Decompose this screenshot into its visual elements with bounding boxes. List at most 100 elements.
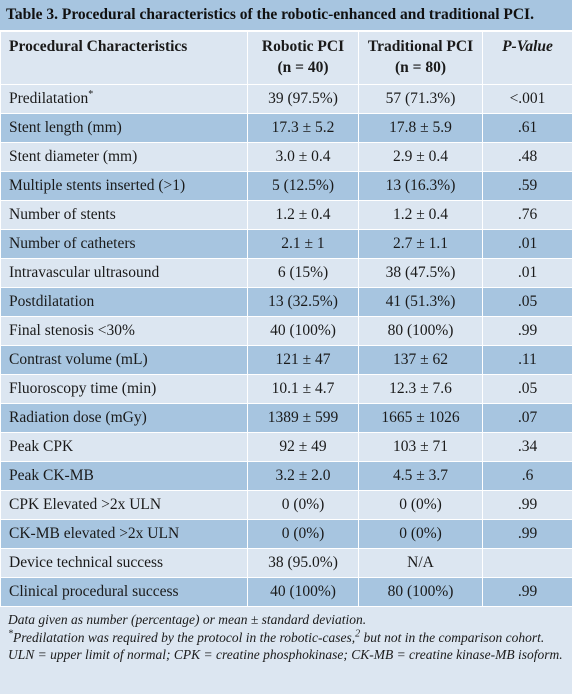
row-label-text: Predilatation bbox=[9, 90, 88, 107]
header-traditional: Traditional PCI (n = 80) bbox=[359, 32, 483, 85]
table-row: Final stenosis <30%40 (100%)80 (100%).99 bbox=[1, 317, 572, 346]
table-row: Predilatation*39 (97.5%)57 (71.3%)<.001 bbox=[1, 85, 572, 114]
cell-traditional: 38 (47.5%) bbox=[359, 259, 483, 288]
row-label-text: Intravascular ultrasound bbox=[9, 264, 159, 281]
cell-robotic: 6 (15%) bbox=[248, 259, 359, 288]
table-row: Clinical procedural success 40 (100%)80 (… bbox=[1, 578, 572, 607]
row-label: Radiation dose (mGy) bbox=[1, 404, 248, 433]
footnote-predilatation-text-a: Predilatation was required by the protoc… bbox=[13, 630, 355, 645]
row-label: Clinical procedural success bbox=[1, 578, 248, 607]
cell-robotic: 10.1 ± 4.7 bbox=[248, 375, 359, 404]
row-label: Number of stents bbox=[1, 201, 248, 230]
cell-robotic: 1389 ± 599 bbox=[248, 404, 359, 433]
cell-traditional: 13 (16.3%) bbox=[359, 172, 483, 201]
cell-traditional: 0 (0%) bbox=[359, 520, 483, 549]
cell-traditional: 80 (100%) bbox=[359, 578, 483, 607]
cell-pvalue: <.001 bbox=[483, 85, 572, 114]
cell-robotic: 5 (12.5%) bbox=[248, 172, 359, 201]
table-caption: Table 3. Procedural characteristics of t… bbox=[0, 0, 572, 31]
row-label-text: Stent diameter (mm) bbox=[9, 148, 137, 165]
header-pvalue-text: P-Value bbox=[502, 38, 553, 55]
row-label-text: CPK Elevated >2x ULN bbox=[9, 496, 161, 513]
row-label-text: Contrast volume (mL) bbox=[9, 351, 148, 368]
cell-pvalue bbox=[483, 549, 572, 578]
cell-traditional: 2.9 ± 0.4 bbox=[359, 143, 483, 172]
cell-robotic: 0 (0%) bbox=[248, 491, 359, 520]
row-label: CPK Elevated >2x ULN bbox=[1, 491, 248, 520]
cell-pvalue: .11 bbox=[483, 346, 572, 375]
procedural-characteristics-table: Procedural Characteristics Robotic PCI (… bbox=[0, 31, 572, 607]
header-robotic-n: (n = 40) bbox=[248, 57, 358, 78]
cell-traditional: 1.2 ± 0.4 bbox=[359, 201, 483, 230]
row-label: Multiple stents inserted (>1) bbox=[1, 172, 248, 201]
row-label: Peak CK-MB bbox=[1, 462, 248, 491]
cell-robotic: 3.2 ± 2.0 bbox=[248, 462, 359, 491]
table-row: Multiple stents inserted (>1)5 (12.5%)13… bbox=[1, 172, 572, 201]
cell-traditional: 137 ± 62 bbox=[359, 346, 483, 375]
header-robotic-title: Robotic PCI bbox=[248, 36, 358, 57]
row-label: Postdilatation bbox=[1, 288, 248, 317]
cell-traditional: 80 (100%) bbox=[359, 317, 483, 346]
cell-traditional: 12.3 ± 7.6 bbox=[359, 375, 483, 404]
row-label-text: CK-MB elevated >2x ULN bbox=[9, 525, 179, 542]
cell-pvalue: .05 bbox=[483, 375, 572, 404]
row-label: Stent diameter (mm) bbox=[1, 143, 248, 172]
footnote-predilatation-text-b: but not in the comparison cohort. bbox=[360, 630, 544, 645]
row-label-marker: * bbox=[88, 89, 93, 100]
header-pvalue: P-Value bbox=[483, 32, 572, 85]
cell-robotic: 39 (97.5%) bbox=[248, 85, 359, 114]
cell-pvalue: .76 bbox=[483, 201, 572, 230]
cell-robotic: 2.1 ± 1 bbox=[248, 230, 359, 259]
header-traditional-n: (n = 80) bbox=[359, 57, 482, 78]
cell-robotic: 92 ± 49 bbox=[248, 433, 359, 462]
cell-pvalue: .99 bbox=[483, 578, 572, 607]
cell-traditional: 103 ± 71 bbox=[359, 433, 483, 462]
row-label-text: Number of stents bbox=[9, 206, 116, 223]
cell-pvalue: .01 bbox=[483, 259, 572, 288]
row-label: Fluoroscopy time (min) bbox=[1, 375, 248, 404]
cell-pvalue: .99 bbox=[483, 520, 572, 549]
row-label-text: Clinical procedural success bbox=[9, 583, 179, 600]
cell-pvalue: .05 bbox=[483, 288, 572, 317]
cell-pvalue: .01 bbox=[483, 230, 572, 259]
cell-robotic: 3.0 ± 0.4 bbox=[248, 143, 359, 172]
header-row: Procedural Characteristics Robotic PCI (… bbox=[1, 32, 572, 85]
header-robotic: Robotic PCI (n = 40) bbox=[248, 32, 359, 85]
table-footnotes: Data given as number (percentage) or mea… bbox=[0, 607, 572, 694]
cell-traditional: 17.8 ± 5.9 bbox=[359, 114, 483, 143]
row-label: Device technical success bbox=[1, 549, 248, 578]
cell-robotic: 40 (100%) bbox=[248, 578, 359, 607]
cell-robotic: 121 ± 47 bbox=[248, 346, 359, 375]
cell-robotic: 13 (32.5%) bbox=[248, 288, 359, 317]
row-label: Stent length (mm) bbox=[1, 114, 248, 143]
row-label-text: Final stenosis <30% bbox=[9, 322, 135, 339]
footnote-data-format: Data given as number (percentage) or mea… bbox=[8, 611, 564, 629]
row-label-text: Radiation dose (mGy) bbox=[9, 409, 147, 426]
row-label-text: Stent length (mm) bbox=[9, 119, 122, 136]
header-characteristic: Procedural Characteristics bbox=[1, 32, 248, 85]
cell-pvalue: .59 bbox=[483, 172, 572, 201]
cell-robotic: 0 (0%) bbox=[248, 520, 359, 549]
row-label: Predilatation* bbox=[1, 85, 248, 114]
cell-traditional: 0 (0%) bbox=[359, 491, 483, 520]
cell-traditional: 2.7 ± 1.1 bbox=[359, 230, 483, 259]
footnote-predilatation: *Predilatation was required by the proto… bbox=[8, 629, 564, 647]
cell-pvalue: .6 bbox=[483, 462, 572, 491]
row-label: Number of catheters bbox=[1, 230, 248, 259]
cell-traditional: 4.5 ± 3.7 bbox=[359, 462, 483, 491]
cell-traditional: 57 (71.3%) bbox=[359, 85, 483, 114]
cell-pvalue: .61 bbox=[483, 114, 572, 143]
cell-robotic: 1.2 ± 0.4 bbox=[248, 201, 359, 230]
row-label: Contrast volume (mL) bbox=[1, 346, 248, 375]
